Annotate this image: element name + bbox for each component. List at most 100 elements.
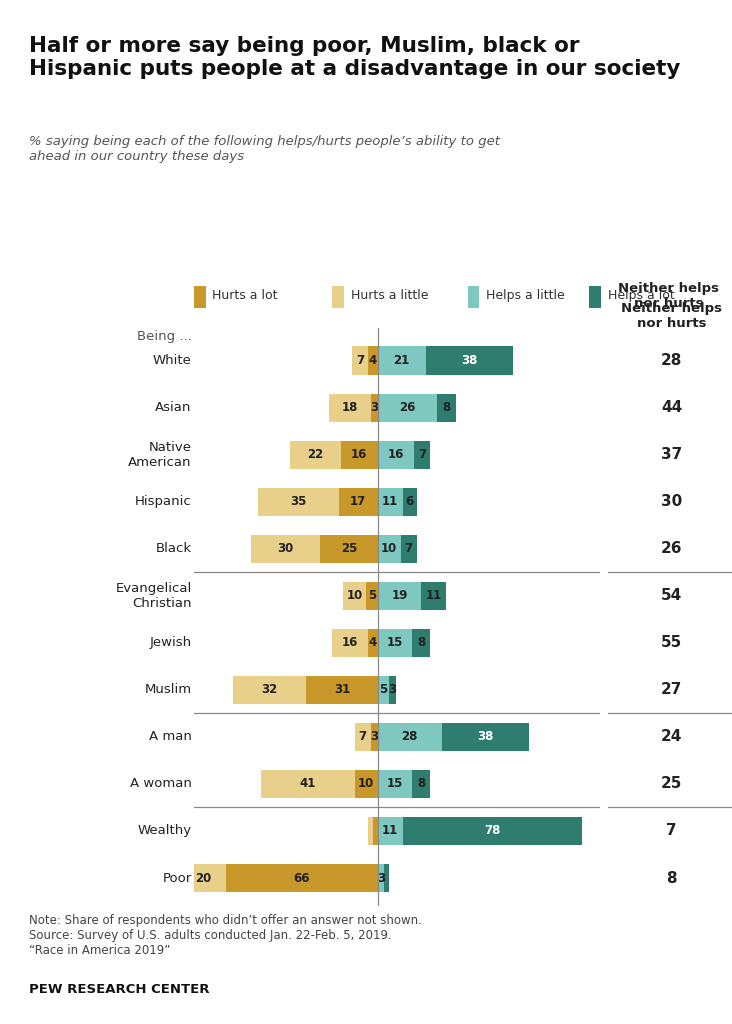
Text: 17: 17 [350,496,366,508]
Text: 54: 54 [661,589,682,603]
Text: 10: 10 [346,589,363,602]
Text: 78: 78 [484,824,501,838]
Text: Black: Black [156,543,192,555]
Bar [258,487,339,516]
Text: 19: 19 [391,589,408,602]
Text: 16: 16 [388,449,404,461]
Text: Poor: Poor [163,871,192,885]
Text: Native
American: Native American [128,440,192,469]
Text: 5: 5 [379,683,387,696]
Text: 24: 24 [661,729,682,744]
Text: 7: 7 [359,730,367,743]
Text: 4: 4 [369,636,377,649]
Bar [329,393,370,422]
Text: 3: 3 [370,730,378,743]
Bar [378,817,403,845]
Text: 55: 55 [661,635,682,650]
Text: Note: Share of respondents who didn’t offer an answer not shown.
Source: Survey : Note: Share of respondents who didn’t of… [29,914,422,957]
Bar [378,346,426,375]
Text: 20: 20 [195,871,212,885]
Text: 25: 25 [340,543,357,555]
Text: 15: 15 [386,777,403,791]
Text: 35: 35 [290,496,307,508]
Text: 16: 16 [351,449,367,461]
Text: Muslim: Muslim [144,683,192,696]
Bar [194,286,206,307]
Text: 6: 6 [406,496,414,508]
Bar [378,582,421,610]
Bar [378,535,400,563]
Text: 10: 10 [358,777,374,791]
Bar [370,723,378,751]
Text: 3: 3 [370,401,378,414]
Text: 28: 28 [402,730,418,743]
Text: 10: 10 [381,543,397,555]
Bar [378,393,437,422]
Bar [412,629,430,657]
Text: 11: 11 [426,589,442,602]
Text: 26: 26 [399,401,416,414]
Bar [414,440,430,469]
Bar [261,770,354,798]
Text: A man: A man [149,730,192,743]
Text: 4: 4 [369,354,377,368]
Text: 8: 8 [417,777,425,791]
Text: 8: 8 [666,870,677,886]
Bar [437,393,455,422]
Text: Being ...: Being ... [137,330,192,343]
Bar [368,817,373,845]
Text: Jewish: Jewish [149,636,192,649]
Bar [368,629,378,657]
Bar [389,676,396,703]
Text: 27: 27 [661,682,682,697]
Text: White: White [153,354,192,368]
Text: Asian: Asian [155,401,192,414]
Bar [468,286,479,307]
Text: 30: 30 [661,495,682,509]
Bar [378,440,414,469]
Bar [426,346,513,375]
Text: 7: 7 [405,543,413,555]
Text: Helps a little: Helps a little [486,290,564,302]
Text: Neither helps
nor hurts: Neither helps nor hurts [621,302,722,330]
Text: 26: 26 [661,542,682,556]
Text: Hurts a little: Hurts a little [351,290,428,302]
Bar [370,393,378,422]
Text: 25: 25 [661,776,682,792]
Bar [589,286,601,307]
Bar [412,770,430,798]
Bar [400,535,417,563]
Bar [339,487,378,516]
Text: 31: 31 [334,683,350,696]
Text: Half or more say being poor, Muslim, black or
Hispanic puts people at a disadvan: Half or more say being poor, Muslim, bla… [29,36,681,79]
Bar [378,676,389,703]
Bar [354,770,378,798]
Bar [233,676,307,703]
Text: Neither helps
nor hurts: Neither helps nor hurts [619,282,720,310]
Text: 22: 22 [307,449,324,461]
Text: 15: 15 [386,636,403,649]
Bar [332,286,344,307]
Bar [378,770,412,798]
Bar [378,629,412,657]
Text: Evangelical
Christian: Evangelical Christian [116,582,192,610]
Text: 7: 7 [418,449,427,461]
Text: Hispanic: Hispanic [135,496,192,508]
Bar [354,723,370,751]
Text: 5: 5 [367,589,376,602]
Text: 3: 3 [377,871,385,885]
Text: 7: 7 [666,823,677,839]
Bar [368,346,378,375]
Text: 66: 66 [294,871,310,885]
Text: A woman: A woman [130,777,192,791]
Text: 30: 30 [277,543,294,555]
Bar [421,582,447,610]
Text: 8: 8 [442,401,451,414]
Bar [341,440,378,469]
Text: 8: 8 [417,636,425,649]
Bar [403,817,582,845]
Text: Helps a lot: Helps a lot [608,290,675,302]
Text: 7: 7 [356,354,365,368]
Text: 41: 41 [299,777,315,791]
Text: 37: 37 [661,447,682,462]
